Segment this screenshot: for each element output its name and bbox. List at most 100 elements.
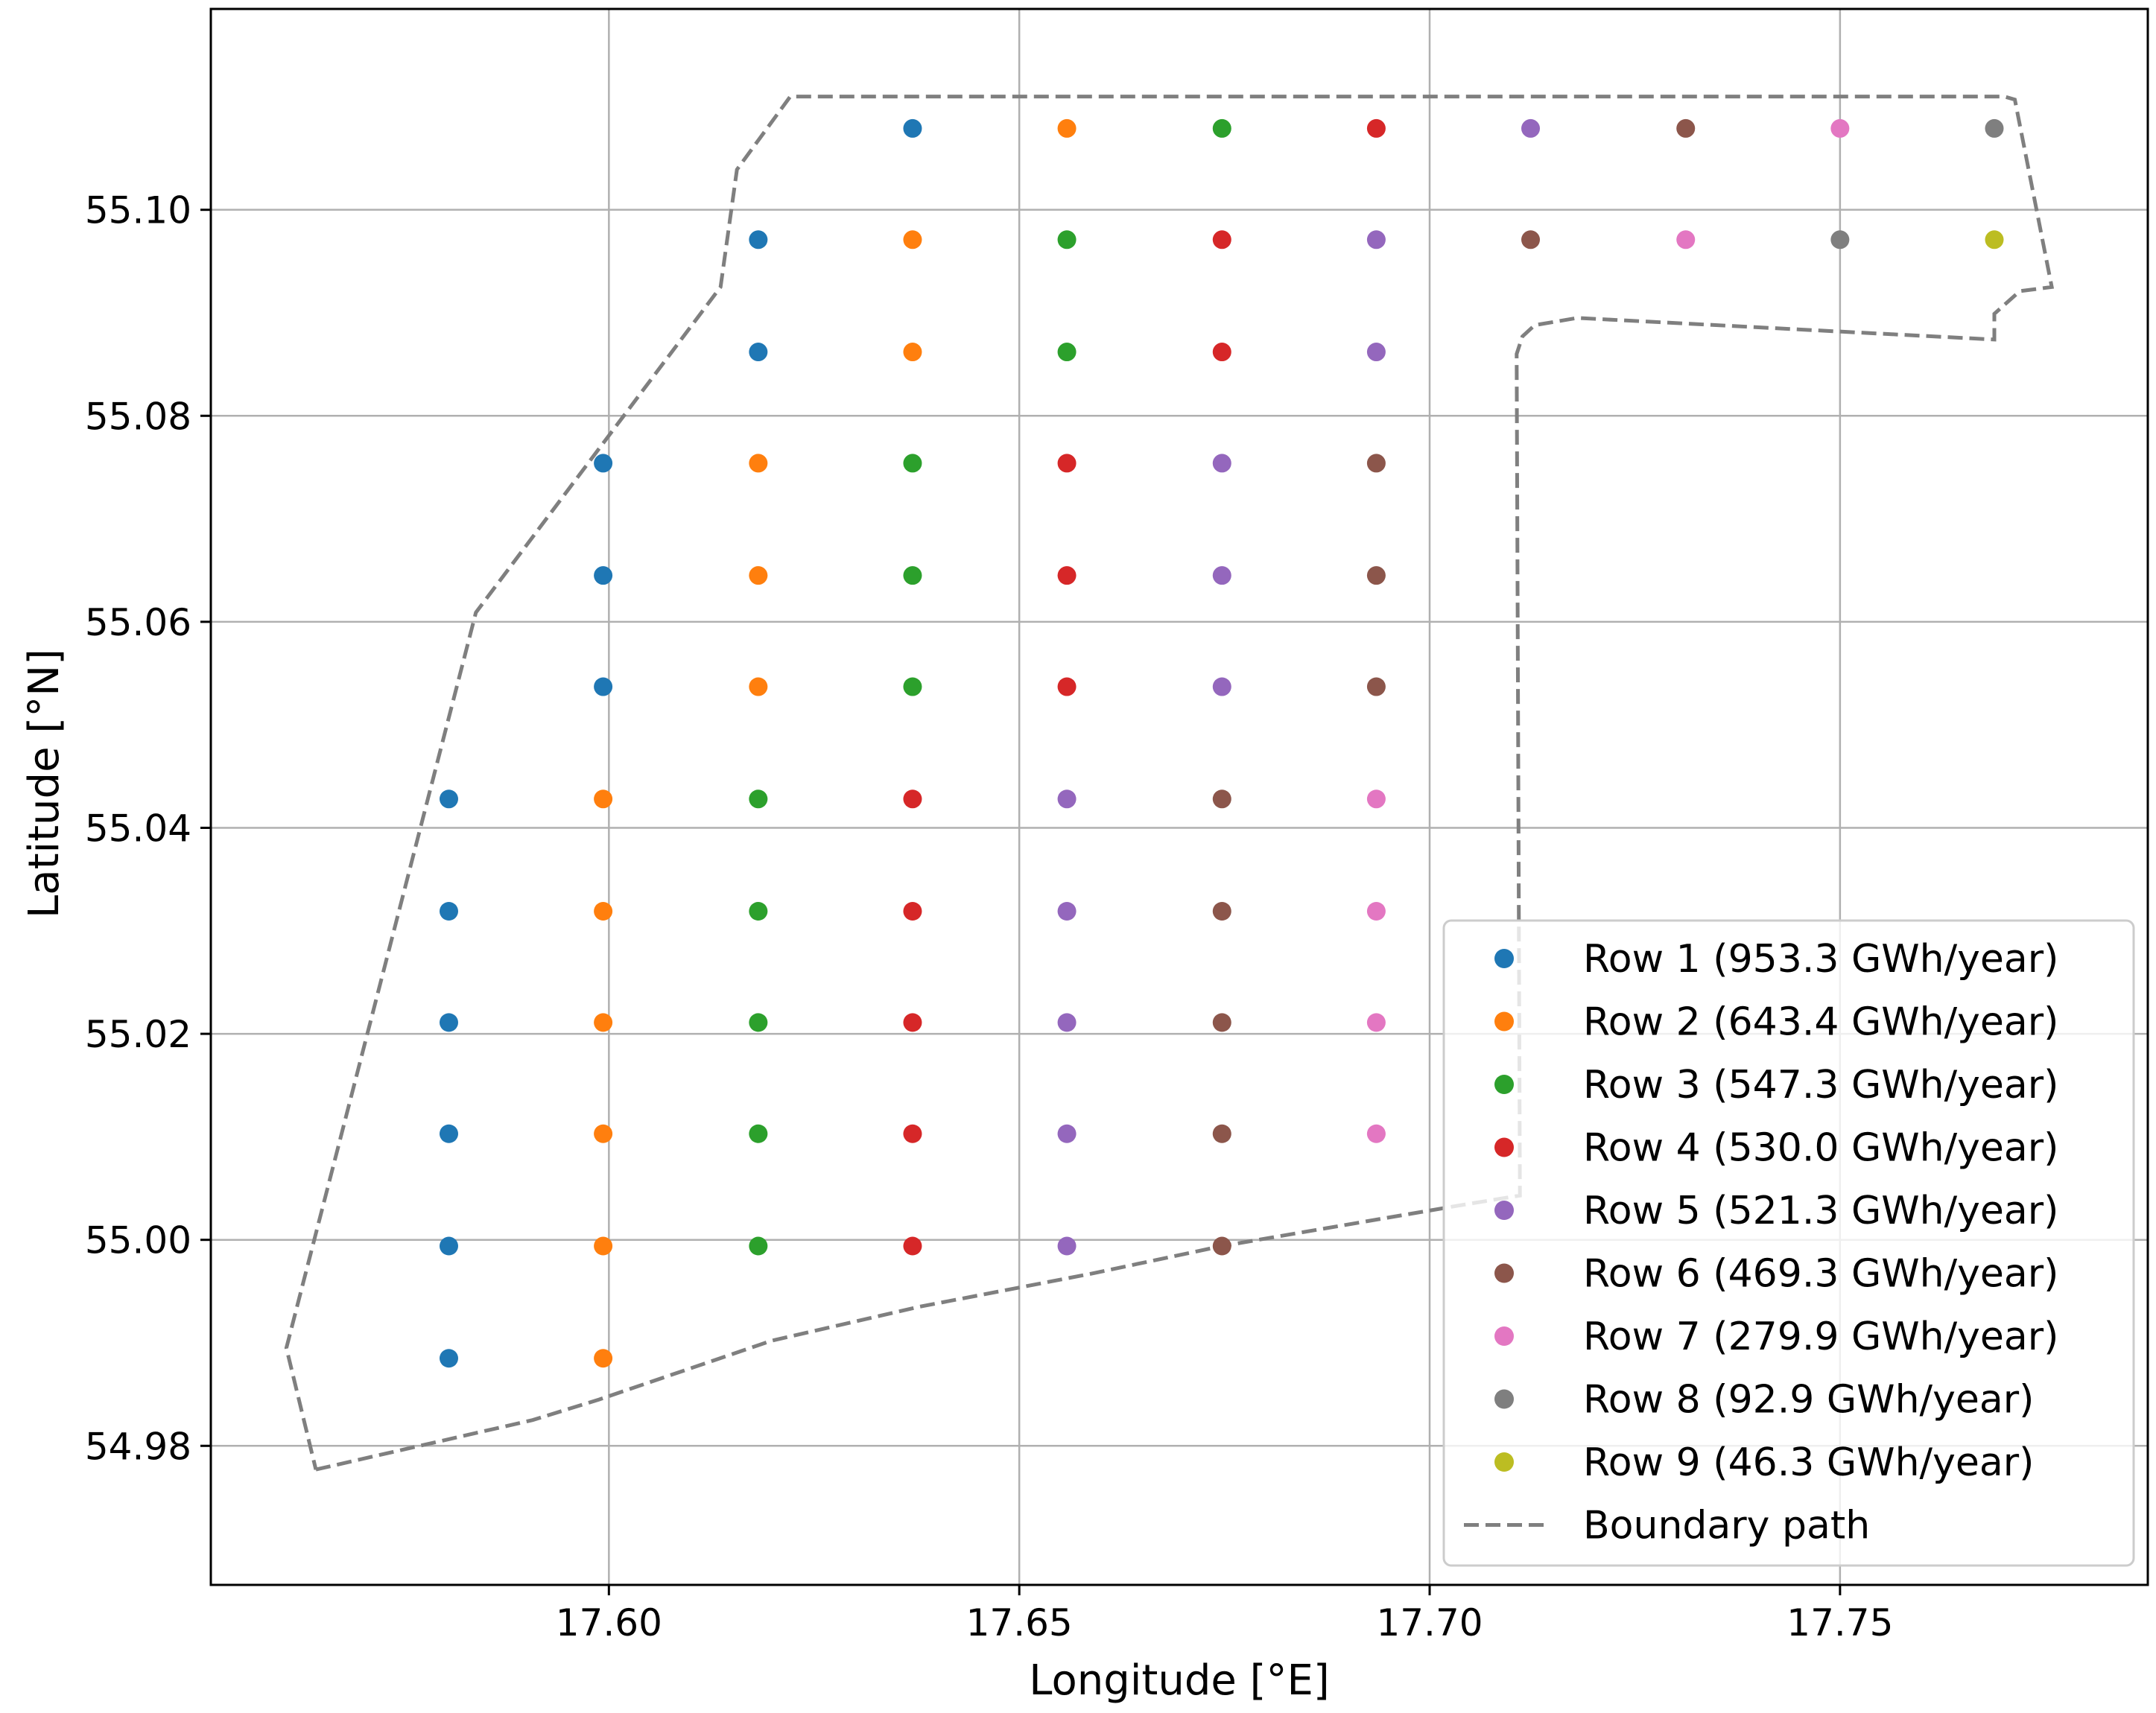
data-point [903,677,922,696]
data-point [594,677,613,696]
points-layer [439,118,2004,1368]
legend-label: Row 1 (953.3 GWh/year) [1583,937,2058,982]
data-point [749,677,768,696]
data-point [1212,454,1231,473]
data-point [1366,566,1386,585]
data-point [1212,343,1231,362]
legend-label: Row 7 (279.9 GWh/year) [1583,1315,2058,1359]
data-point [1057,566,1077,585]
data-point [1366,902,1386,921]
data-point [1212,789,1231,809]
x-tick-label: 17.60 [556,1601,662,1644]
data-point [903,1124,922,1143]
y-tick-label: 55.00 [85,1219,191,1262]
data-point [749,230,768,250]
data-point [1830,230,1850,250]
data-point [1366,677,1386,696]
data-point [1212,677,1231,696]
data-point [594,789,613,809]
y-tick-label: 55.06 [85,601,191,644]
x-tick-label: 17.70 [1376,1601,1483,1644]
data-point [594,1349,613,1368]
data-point [439,789,458,809]
plot-frame [209,7,2149,1586]
y-tick-label: 55.04 [85,807,191,850]
legend-marker [1494,1389,1514,1409]
data-point [1521,118,1541,138]
data-point [1830,118,1850,138]
y-tick-label: 55.02 [85,1013,191,1056]
data-point [439,902,458,921]
legend-label: Row 5 (521.3 GWh/year) [1583,1189,2058,1233]
data-point [1212,1013,1231,1032]
legend-box [1442,919,2135,1567]
data-point [1985,230,2004,250]
legend-marker [1494,949,1514,968]
legend-label: Row 3 (547.3 GWh/year) [1583,1063,2058,1107]
data-point [749,1124,768,1143]
data-point [594,1236,613,1256]
legend-label: Row 6 (469.3 GWh/year) [1583,1252,2058,1297]
data-point [1985,118,2004,138]
series-row-9 [1985,230,2004,250]
data-point [903,789,922,809]
data-point [903,454,922,473]
data-point [594,454,613,473]
data-point [594,1013,613,1032]
legend-marker [1494,1263,1514,1283]
legend-label: Row 8 (92.9 GWh/year) [1583,1378,2034,1423]
data-point [1366,230,1386,250]
series-row-7 [1366,118,1850,1143]
data-point [1057,677,1077,696]
series-row-6 [1212,118,1696,1256]
data-point [749,789,768,809]
data-point [1366,343,1386,362]
grid-lines [211,9,2148,1585]
legend-marker [1494,1075,1514,1094]
axis-ticks: 17.60 17.65 17.70 17.75 54.98 55.00 55.02 55.04… [85,189,1894,1644]
data-point [1212,1236,1231,1256]
data-point [749,902,768,921]
legend-marker [1494,1201,1514,1220]
y-axis-label: Latitude [°N] [20,649,69,918]
data-point [1057,789,1077,809]
data-point [594,902,613,921]
data-point [1057,454,1077,473]
data-point [1212,230,1231,250]
y-tick-label: 55.08 [85,395,191,438]
legend: Row 1 (953.3 GWh/year) Row 2 (643.4 GWh/y… [1442,919,2135,1567]
data-point [749,1236,768,1256]
legend-marker [1494,1137,1514,1157]
data-point [439,1236,458,1256]
y-tick-label: 54.98 [85,1425,191,1468]
legend-marker [1494,1326,1514,1346]
data-point [903,118,922,138]
x-axis-label: Longitude [°E] [1029,1656,1329,1705]
data-point [439,1124,458,1143]
data-point [1057,902,1077,921]
data-point [594,1124,613,1143]
legend-marker [1494,1452,1514,1472]
series-row-8 [1830,118,2004,250]
data-point [439,1349,458,1368]
data-point [1521,230,1541,250]
data-point [1212,1124,1231,1143]
x-tick-label: 17.65 [966,1601,1073,1644]
data-point [749,1013,768,1032]
data-point [439,1013,458,1032]
data-point [1057,343,1077,362]
series-row-3 [749,118,1231,1256]
data-point [1212,566,1231,585]
legend-label: Row 9 (46.3 GWh/year) [1583,1440,2034,1485]
legend-label: Row 4 (530.0 GWh/year) [1583,1126,2058,1171]
data-point [749,343,768,362]
series-row-2 [594,118,1077,1368]
boundary-path [284,95,2055,1472]
legend-marker [1494,1011,1514,1032]
series-row-4 [903,118,1386,1256]
data-point [903,902,922,921]
data-point [903,1013,922,1032]
boundary-layer [284,95,2055,1472]
data-point [1676,230,1696,250]
